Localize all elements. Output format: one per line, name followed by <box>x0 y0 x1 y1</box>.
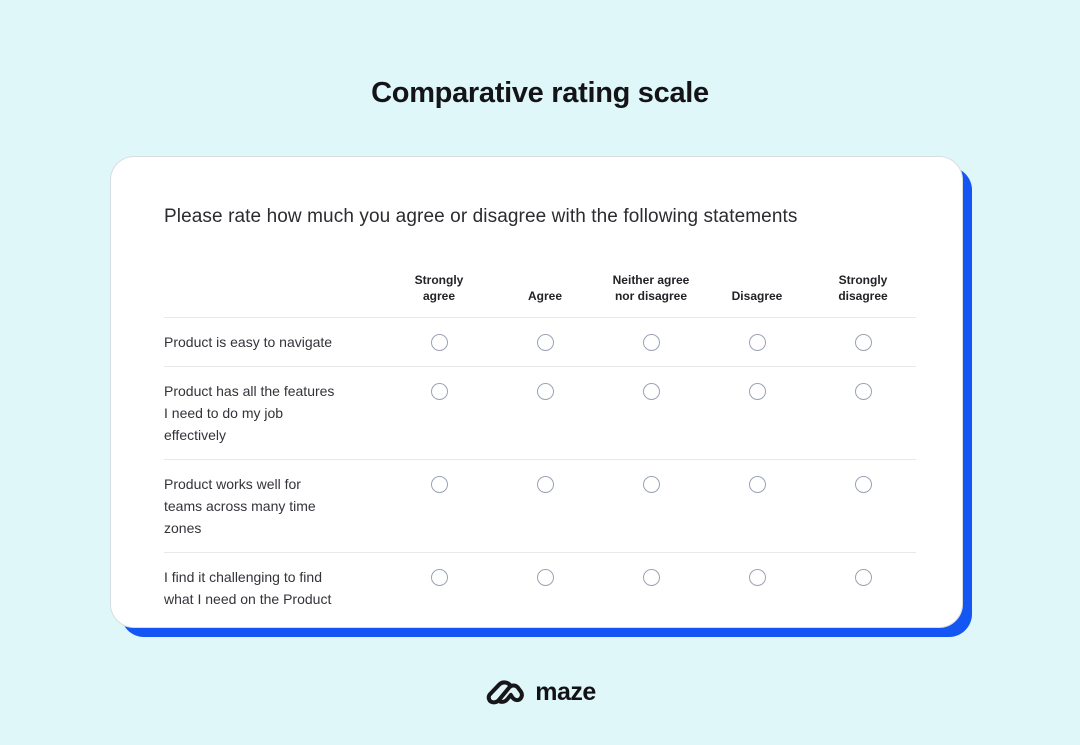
column-header-label: Agree <box>527 289 562 303</box>
column-header-label: Disagree <box>731 289 783 303</box>
radio-row2-agree[interactable] <box>536 383 554 400</box>
rating-table: Strongly agree Agree Neither agree nor d… <box>164 272 916 623</box>
radio-row3-neither[interactable] <box>642 476 660 493</box>
radio-row1-agree[interactable] <box>536 334 554 351</box>
radio-row2-disagree[interactable] <box>748 383 766 400</box>
column-header-label: Strongly agree <box>414 273 464 303</box>
column-header-label: Strongly disagree <box>838 273 888 303</box>
column-header-agree: Agree <box>492 288 598 304</box>
radio-row2-strongly-agree[interactable] <box>430 383 448 400</box>
table-row-has-features: Product has all the features I need to d… <box>164 367 916 460</box>
row-label: Product is easy to navigate <box>164 334 333 350</box>
survey-question: Please rate how much you agree or disagr… <box>164 206 798 227</box>
maze-logo-icon <box>484 679 526 706</box>
radio-row1-disagree[interactable] <box>748 334 766 351</box>
column-header-strongly-disagree: Strongly disagree <box>810 272 916 304</box>
row-label: I find it challenging to find what I nee… <box>164 569 332 607</box>
radio-row4-neither[interactable] <box>642 569 660 586</box>
table-row-works-for-teams: Product works well for teams across many… <box>164 460 916 553</box>
table-row-easy-to-navigate: Product is easy to navigate <box>164 318 916 367</box>
radio-row4-strongly-agree[interactable] <box>430 569 448 586</box>
radio-row3-disagree[interactable] <box>748 476 766 493</box>
radio-row2-neither[interactable] <box>642 383 660 400</box>
radio-row4-disagree[interactable] <box>748 569 766 586</box>
rating-table-header: Strongly agree Agree Neither agree nor d… <box>164 272 916 318</box>
radio-row3-strongly-disagree[interactable] <box>854 476 872 493</box>
radio-row1-strongly-agree[interactable] <box>430 334 448 351</box>
page-title: Comparative rating scale <box>371 77 709 109</box>
footer-brand: maze <box>0 678 1080 707</box>
radio-row3-strongly-agree[interactable] <box>430 476 448 493</box>
radio-row3-agree[interactable] <box>536 476 554 493</box>
table-row-challenging-to-find: I find it challenging to find what I nee… <box>164 553 916 623</box>
column-header-label: Neither agree nor disagree <box>612 273 690 303</box>
column-header-neither: Neither agree nor disagree <box>598 272 704 304</box>
radio-row1-strongly-disagree[interactable] <box>854 334 872 351</box>
row-label: Product has all the features I need to d… <box>164 383 335 443</box>
row-label: Product works well for teams across many… <box>164 476 316 536</box>
radio-row4-strongly-disagree[interactable] <box>854 569 872 586</box>
column-header-disagree: Disagree <box>704 288 810 304</box>
radio-row4-agree[interactable] <box>536 569 554 586</box>
column-header-strongly-agree: Strongly agree <box>386 272 492 304</box>
radio-row2-strongly-disagree[interactable] <box>854 383 872 400</box>
survey-card: Please rate how much you agree or disagr… <box>110 156 963 628</box>
radio-row1-neither[interactable] <box>642 334 660 351</box>
brand-wordmark: maze <box>535 678 596 706</box>
